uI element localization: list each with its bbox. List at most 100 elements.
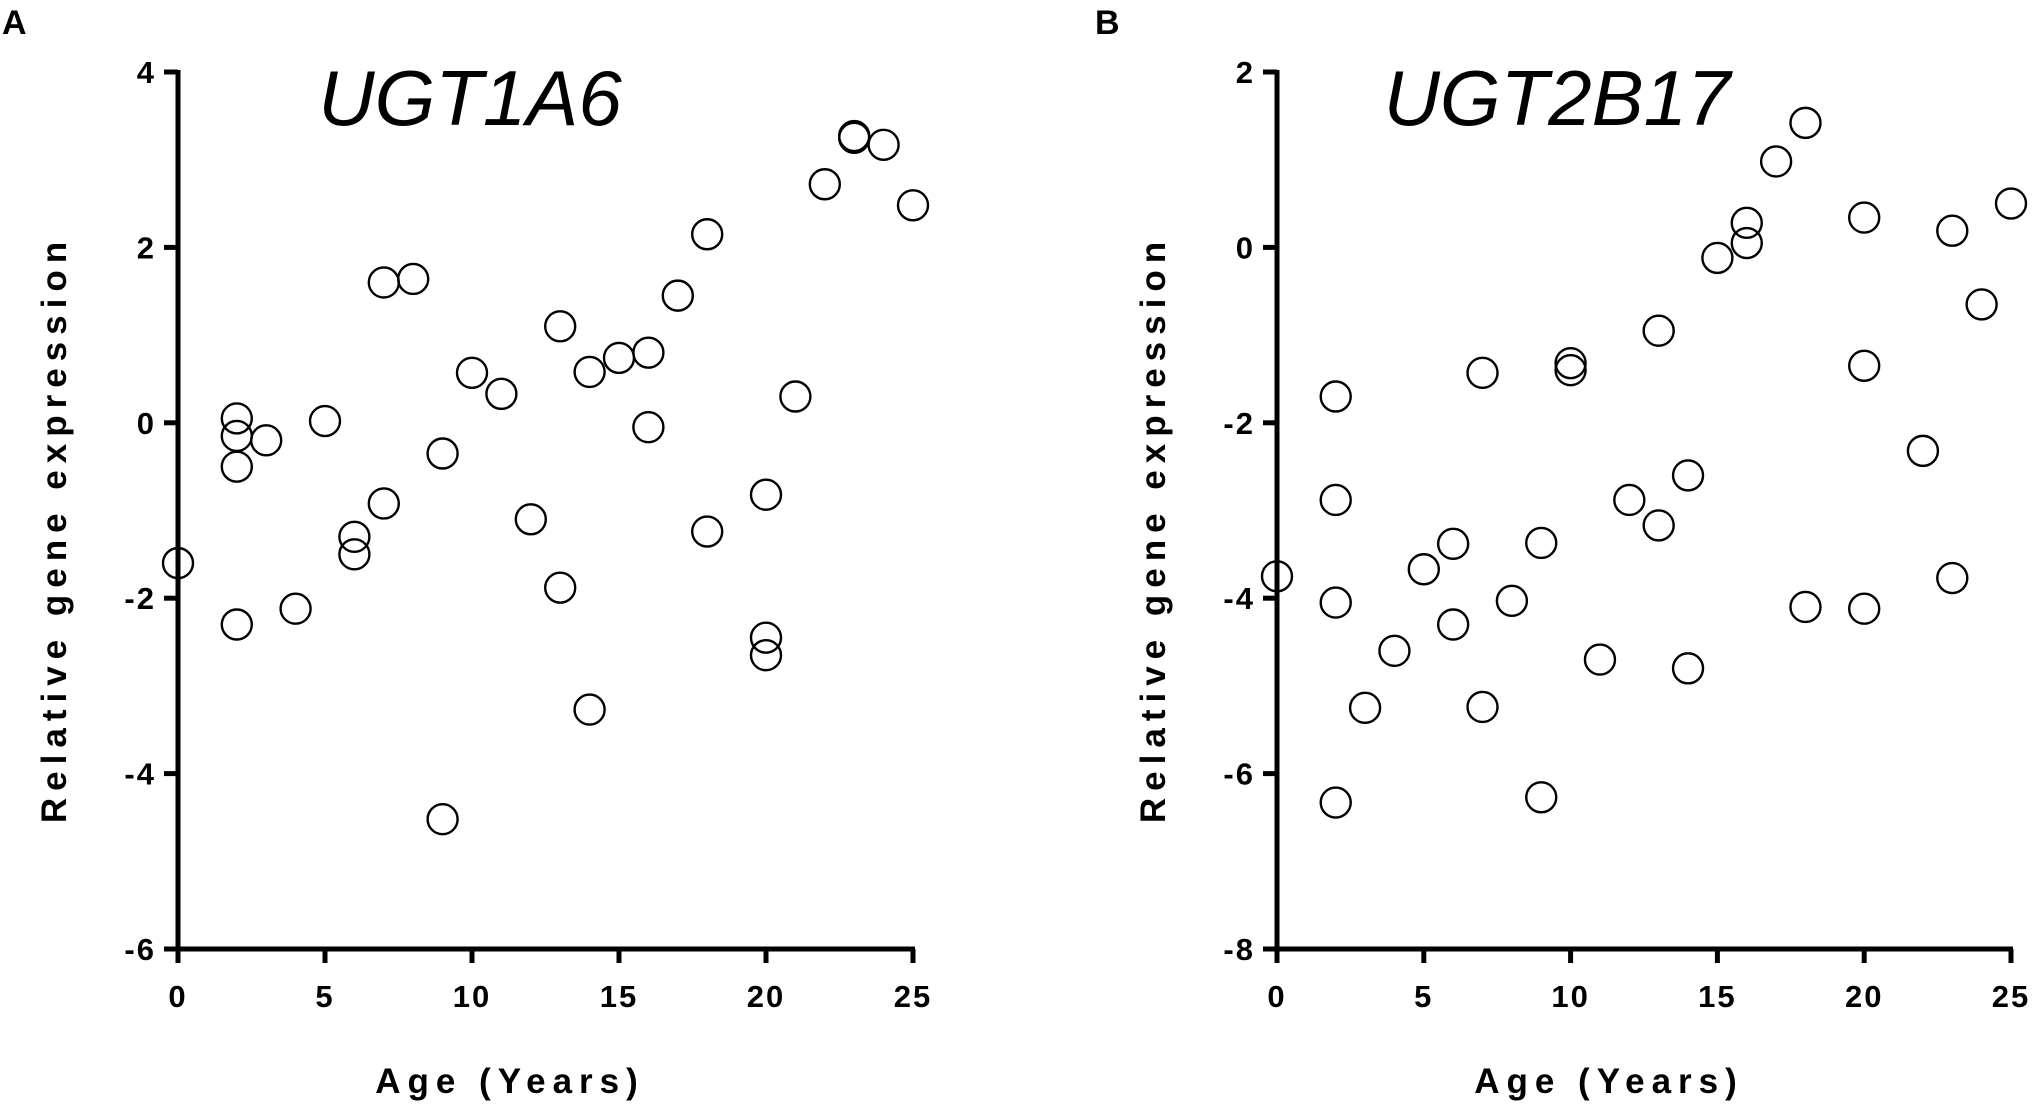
x-tick-label-a: 20 [747,979,785,1014]
data-point-a [867,128,900,161]
data-point-b [1319,483,1352,517]
data-point-a [749,639,783,672]
data-point-b [1436,527,1470,561]
data-point-b [1847,349,1881,382]
x-tick-label-a: 5 [315,979,334,1014]
data-point-a [632,410,665,444]
y-tick-label-a: 0 [137,406,156,441]
data-point-b [1965,288,1998,321]
data-point-a [514,503,547,536]
x-tick-label-a: 25 [894,979,932,1014]
data-point-a [220,450,254,483]
panel-letter-b: B [1095,4,1120,42]
data-point-b [1847,201,1881,234]
data-point-a [544,310,577,343]
y-axis-label-a: Relative gene expression [35,235,74,823]
x-tick-label-b: 25 [1992,979,2030,1014]
data-point-a [691,218,724,251]
data-point-b [1495,584,1529,618]
data-point-a [602,341,636,375]
y-tick-label-a: -4 [124,757,156,792]
x-axis-label-a: Age (Years) [375,1062,645,1101]
data-point-b [1671,459,1705,492]
data-point-b [1319,380,1352,413]
data-point-b [1936,214,1969,247]
y-tick-label-b: -6 [1223,757,1255,792]
data-point-a [367,266,400,299]
data-point-a [749,621,783,654]
data-point-b [1701,241,1734,275]
x-axis-label-b: Age (Years) [1474,1062,1744,1101]
data-point-b [1260,560,1294,593]
data-point-b [1554,353,1587,387]
data-point-a [426,803,459,836]
x-tick-label-b: 15 [1698,979,1736,1014]
chart-title-b: UGT2B17 [1384,54,1733,142]
data-point-a [220,608,254,641]
data-point-b [1906,434,1940,468]
panel-a: A UGT1A6 Age (Years) Relative gene expre… [2,4,932,1101]
data-point-b [1730,226,1763,260]
y-tick-label-a: -2 [124,581,156,616]
data-point-a [838,121,871,154]
data-point-a [426,437,459,470]
x-tick-label-b: 10 [1551,979,1589,1014]
data-point-a [896,189,930,222]
data-point-b [1348,691,1382,725]
x-tick-label-b: 5 [1414,979,1433,1014]
data-point-a [544,571,577,604]
y-axis-label-b: Relative gene expression [1134,235,1173,823]
data-point-a [397,262,430,296]
chart-title-a: UGT1A6 [318,54,622,142]
data-point-a [691,515,724,548]
data-point-a [338,520,371,554]
data-point-a [367,487,400,520]
data-point-b [1466,356,1499,390]
data-point-b [1789,590,1822,624]
data-point-a [279,592,312,625]
data-point-a [220,419,254,453]
data-point-a [573,693,606,726]
points-b [1260,106,2028,819]
data-point-b [1407,553,1441,586]
y-tick-label-b: -2 [1223,406,1255,441]
data-point-a [749,478,783,511]
x-tick-label-a: 10 [453,979,491,1014]
y-tick-label-b: 2 [1236,55,1255,90]
data-point-a [779,380,812,413]
data-point-b [1730,206,1763,240]
y-tick-label-a: 2 [137,230,156,265]
data-point-a [485,377,518,411]
data-point-a [161,546,195,580]
data-point-b [1936,561,1969,595]
data-point-b [1319,586,1352,619]
data-point-b [1847,592,1881,625]
y-tick-label-b: 0 [1236,230,1255,265]
data-point-b [1466,690,1499,724]
data-point-b [1583,643,1617,676]
data-point-b [1436,608,1470,641]
data-point-b [1671,652,1705,685]
data-point-a [338,538,371,571]
data-point-a [220,402,254,435]
data-point-b [1378,634,1411,668]
data-point-b [1319,786,1352,819]
data-point-a [661,279,694,312]
data-point-b [1994,187,2028,220]
y-tick-label-b: -8 [1223,932,1255,967]
points-a [161,119,930,836]
data-point-a [455,356,489,390]
data-point-a [573,355,606,389]
data-point-b [1525,781,1558,814]
data-point-a [308,404,342,438]
y-tick-label-a: 4 [137,55,156,90]
data-point-b [1554,346,1587,380]
data-point-a [632,336,665,369]
data-point-a [808,168,841,201]
axes-a: -6 -4 -2 0 2 4 0 5 10 15 20 25 [124,55,932,1014]
data-point-b [1642,509,1675,542]
x-tick-label-a: 15 [600,979,638,1014]
x-tick-label-b: 20 [1845,979,1883,1014]
